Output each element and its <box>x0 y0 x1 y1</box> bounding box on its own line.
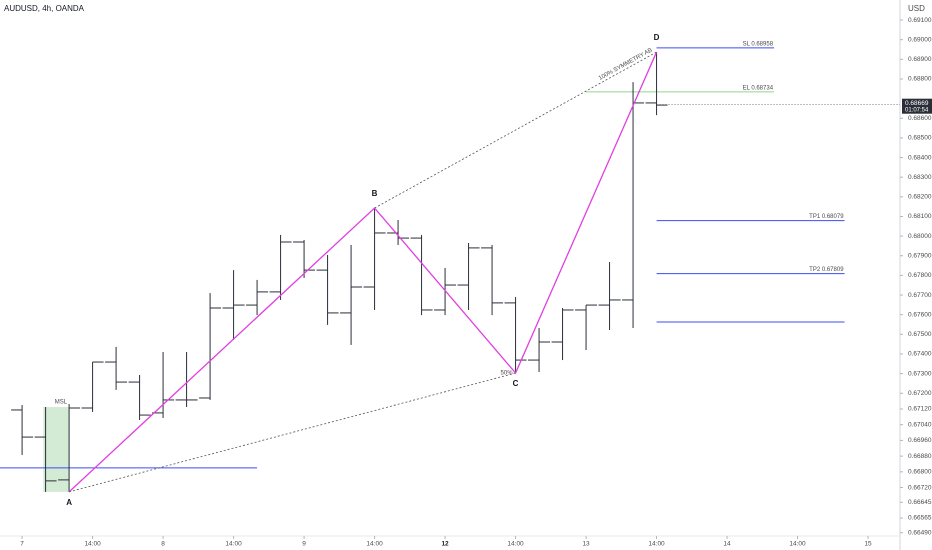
y-tick-label: 0.67700 <box>908 292 932 299</box>
level-label: TP2 0.67809 <box>809 267 844 273</box>
level-label: EL 0.68734 <box>743 86 774 92</box>
y-tick-label: 0.66720 <box>908 484 932 491</box>
y-tick-label: 0.67300 <box>908 370 932 377</box>
y-tick-label: 0.67200 <box>908 390 932 397</box>
y-tick-label: 0.68900 <box>908 56 932 63</box>
y-tick-label: 0.67500 <box>908 331 932 338</box>
y-tick-label: 0.66880 <box>908 453 932 460</box>
y-tick-label: 0.68600 <box>908 115 932 122</box>
y-tick-label: 0.68300 <box>908 174 932 181</box>
y-tick-label: 0.68200 <box>908 194 932 201</box>
y-tick-label: 0.68800 <box>908 76 932 83</box>
x-tick-label: 14:00 <box>648 541 665 548</box>
msl-label: MSL <box>55 400 68 406</box>
x-tick-label: 14:00 <box>366 541 383 548</box>
y-tick-label: 0.67800 <box>908 272 932 279</box>
y-tick-label: 0.68500 <box>908 135 932 142</box>
y-tick-label: 0.66960 <box>908 437 932 444</box>
x-tick-label: 15 <box>864 541 872 548</box>
y-tick-label: 0.69100 <box>908 17 932 24</box>
x-tick-label: 14 <box>723 541 731 548</box>
x-tick-label: 14:00 <box>84 541 101 548</box>
msl-zone <box>43 407 70 492</box>
pattern-point-label: D <box>654 33 660 42</box>
x-tick-label: 9 <box>302 541 306 548</box>
y-tick-label: 0.67040 <box>908 421 932 428</box>
x-tick-label: 12 <box>441 541 449 548</box>
chart-title: AUDUSD, 4h, OANDA <box>4 4 85 13</box>
y-tick-label: 0.66490 <box>908 529 932 536</box>
y-tick-label: 0.67120 <box>908 406 932 413</box>
y-tick-label: 0.67600 <box>908 311 932 318</box>
x-tick-label: 13 <box>582 541 590 548</box>
pattern-line <box>68 51 658 493</box>
countdown-label: 01:07:54 <box>905 107 929 113</box>
level-label: TP1 0.68079 <box>809 214 844 220</box>
last-price-label: 0.68669 <box>905 100 929 107</box>
y-tick-label: 0.68000 <box>908 233 932 240</box>
level-label: SL 0.68958 <box>743 42 774 48</box>
y-tick-label: 0.66645 <box>908 499 932 506</box>
pattern-point-label: B <box>372 189 378 198</box>
last-price-badge <box>902 98 932 114</box>
x-tick-label: 7 <box>20 541 24 548</box>
y-tick-label: 0.68400 <box>908 154 932 161</box>
x-tick-label: 14:00 <box>789 541 806 548</box>
axis-currency: USD <box>908 4 925 13</box>
y-tick-label: 0.67900 <box>908 252 932 259</box>
x-tick-label: 8 <box>161 541 165 548</box>
retracement-label: 50% <box>501 371 514 377</box>
y-tick-label: 0.68100 <box>908 213 932 220</box>
y-tick-label: 0.66565 <box>908 515 932 522</box>
x-tick-label: 14:00 <box>507 541 524 548</box>
y-tick-label: 0.66800 <box>908 469 932 476</box>
pattern-point-label: A <box>66 498 72 507</box>
y-tick-label: 0.69000 <box>908 36 932 43</box>
pattern-dashed <box>374 51 657 209</box>
pattern-dashed <box>68 372 516 493</box>
pattern-point-label: C <box>513 379 519 388</box>
y-tick-label: 0.67400 <box>908 351 932 358</box>
x-tick-label: 14:00 <box>225 541 242 548</box>
